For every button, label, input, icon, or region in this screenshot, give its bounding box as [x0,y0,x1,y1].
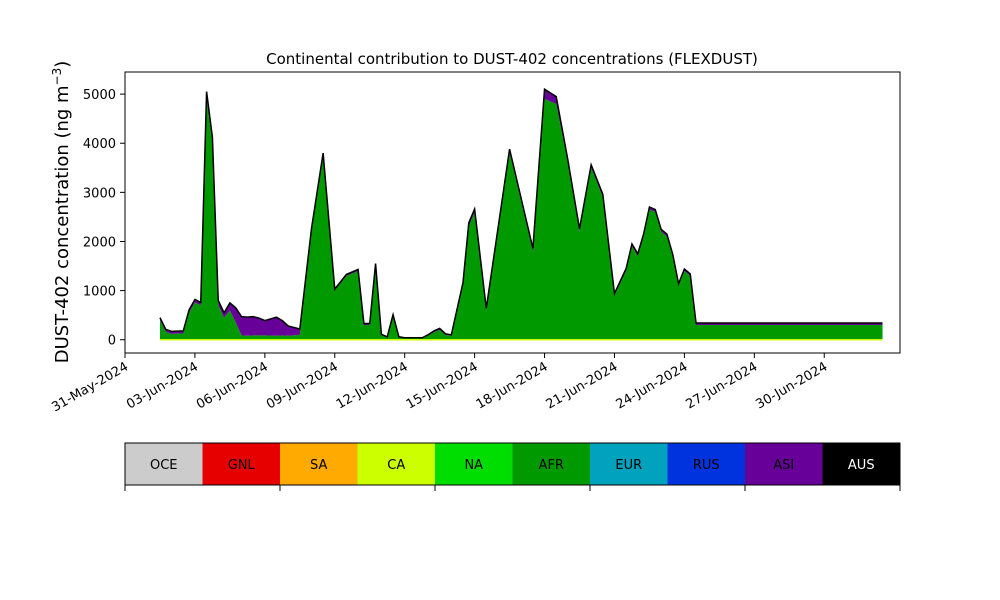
y-tick-label: 2000 [83,235,116,250]
y-tick-label: 0 [108,334,116,349]
x-tick-label: 18-Jun-2024 [474,359,551,412]
total-line [159,87,883,339]
y-axis-label: DUST-402 concentration (ng m−3) [50,61,73,364]
x-tick-label: 31-May-2024 [49,359,131,415]
area-afr [159,99,883,340]
legend-bar: OCE GNL SA CA NA AFR EUR RUS ASI AUS [124,442,901,491]
x-tick-label: 15-Jun-2024 [404,359,481,412]
legend-swatch-asi [745,443,823,485]
legend-swatch-oce [125,443,203,485]
x-tick-label: 30-Jun-2024 [753,359,830,412]
legend-swatch-gnl [202,443,280,485]
x-tick-label: 21-Jun-2024 [544,359,621,412]
legend-swatch-eur [590,443,668,485]
y-tick-label: 4000 [83,137,116,152]
legend-label-oce: OCE [150,458,178,473]
legend-label-afr: AFR [539,458,564,473]
y-axis-label-text: DUST-402 concentration (ng m [52,85,73,363]
legend-swatch-afr [512,443,590,485]
x-tick-label: 12-Jun-2024 [334,359,411,412]
legend-label-ca: CA [387,458,405,473]
legend-frame [124,442,901,486]
legend-label-asi: ASI [773,458,794,473]
legend-label-na: NA [464,458,483,473]
legend-swatch-rus [667,443,745,485]
legend-label-aus: AUS [848,458,875,473]
chart-title: Continental contribution to DUST-402 con… [266,50,758,68]
legend-label-gnl: GNL [228,458,256,473]
x-tick-label: 06-Jun-2024 [194,359,271,412]
y-tick-label: 5000 [83,88,116,103]
y-tick-label: 3000 [83,186,116,201]
legend-swatch-aus [822,443,900,485]
legend-swatch-sa [280,443,358,485]
y-axis-label-close: ) [52,61,73,68]
plot-frame [124,71,901,354]
plot-area: 0 1000 2000 3000 4000 5000 31-May-202403-Jun-2… [49,71,901,415]
legend-label-eur: EUR [615,458,642,473]
legend-swatch-na [435,443,513,485]
legend-label-rus: RUS [693,458,720,473]
x-tick-label: 24-Jun-2024 [614,359,691,412]
x-tick-label: 27-Jun-2024 [684,359,761,412]
x-tick-label: 03-Jun-2024 [124,359,201,412]
y-tick-label: 1000 [83,285,116,300]
legend-label-sa: SA [310,458,327,473]
area-asi [159,89,883,339]
y-axis-label-superscript: −3 [50,68,64,86]
x-tick-label: 09-Jun-2024 [264,359,341,412]
legend-swatch-ca [357,443,435,485]
